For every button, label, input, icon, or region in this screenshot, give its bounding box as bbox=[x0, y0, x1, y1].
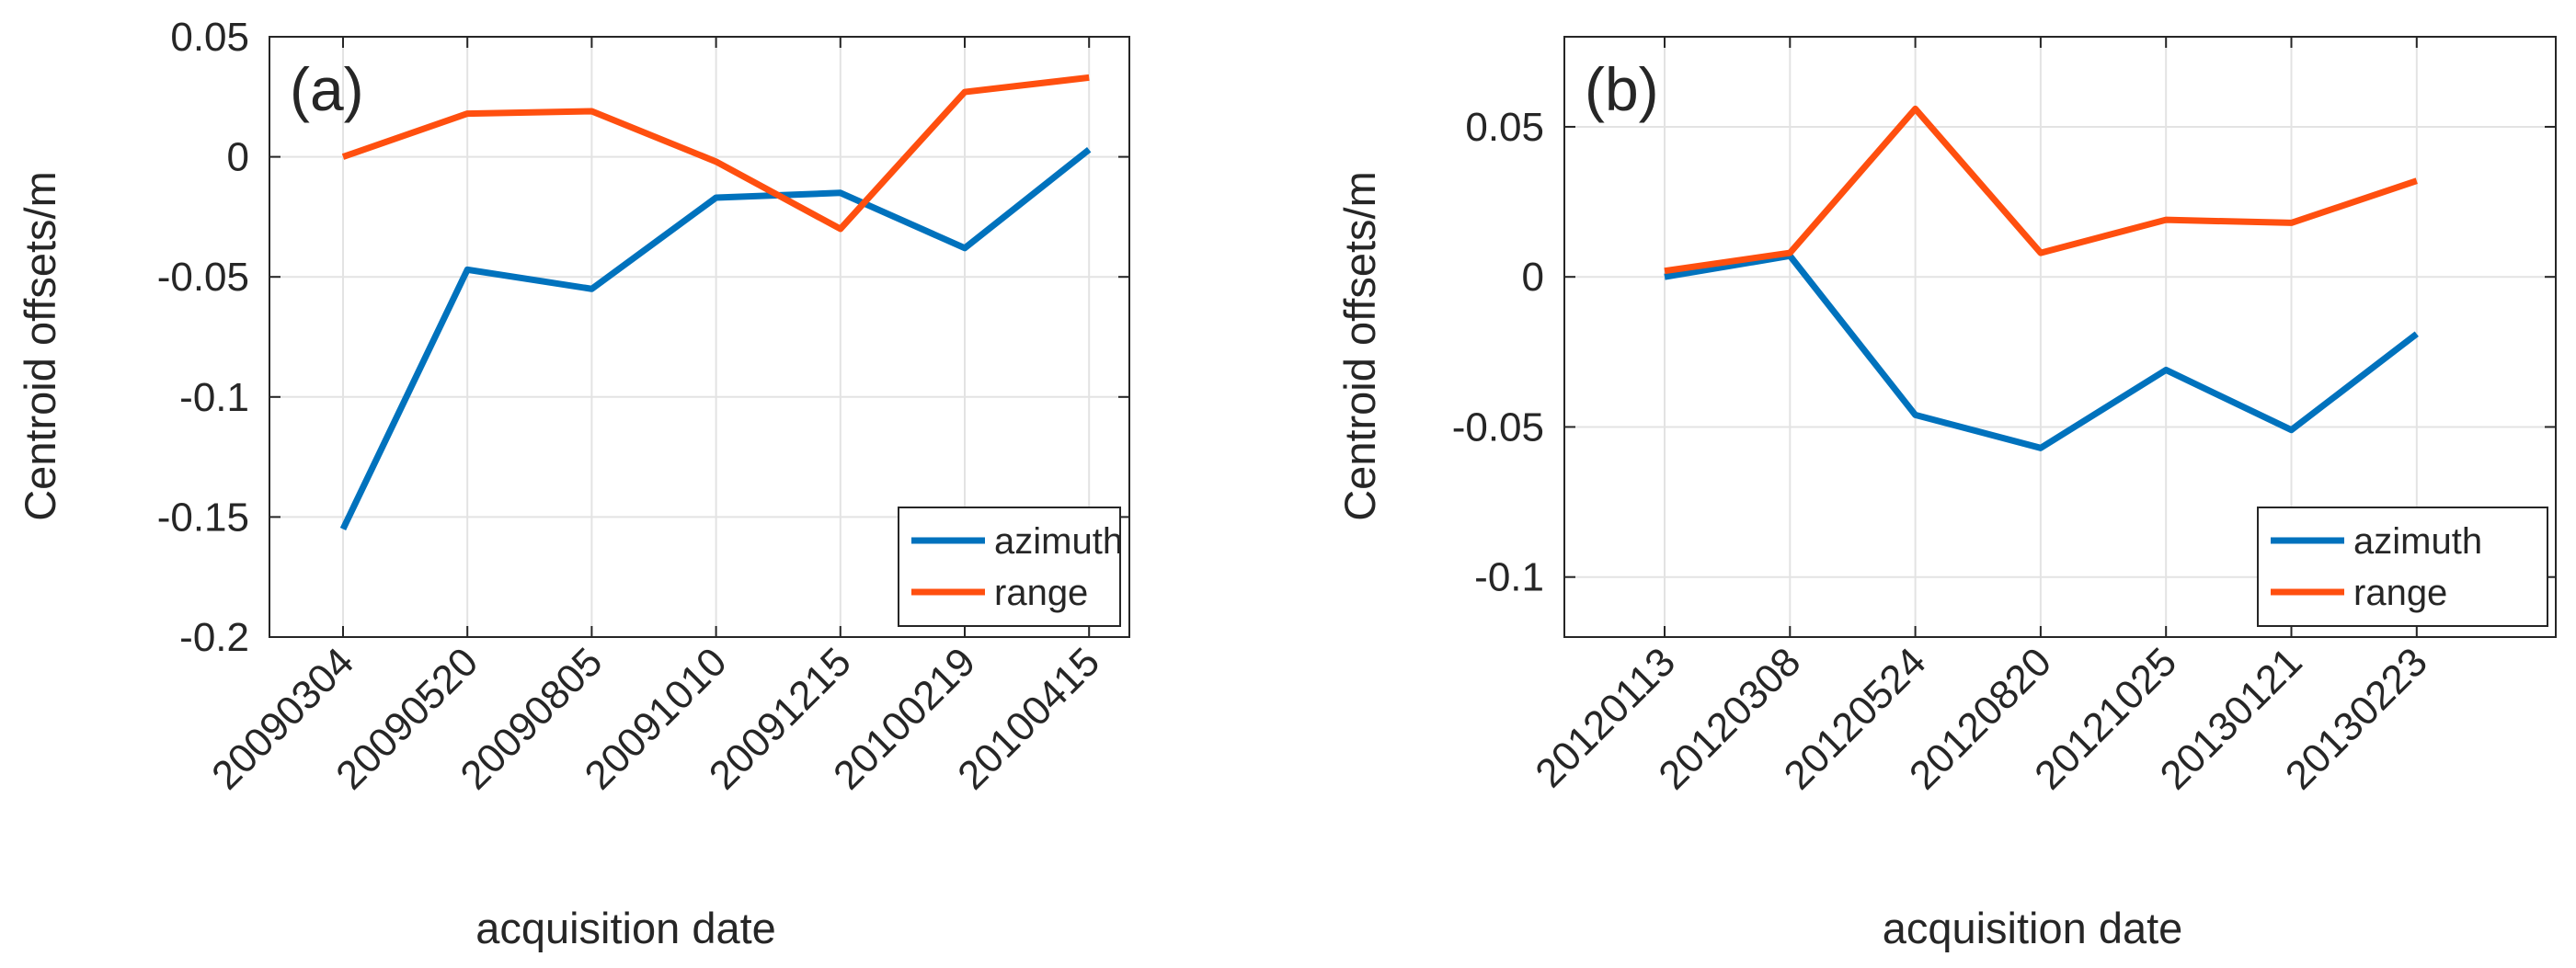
y-tick-label: 0.05 bbox=[170, 15, 249, 60]
legend-box bbox=[2257, 507, 2548, 627]
axes-box bbox=[269, 36, 1130, 638]
series-line-azimuth bbox=[339, 147, 1092, 530]
y-tick-label: 0 bbox=[1522, 255, 1544, 300]
legend-box bbox=[898, 507, 1121, 627]
x-axis-label: acquisition date bbox=[475, 904, 776, 952]
chart-panel-1: -0.2-0.15-0.1-0.0500.0520090304200905202… bbox=[16, 15, 1130, 952]
y-tick-label: 0.05 bbox=[1465, 105, 1544, 150]
panel-label: (a) bbox=[290, 55, 364, 123]
y-tick-label: 0 bbox=[227, 135, 249, 180]
legend-label-azimuth: azimuth bbox=[2353, 521, 2482, 562]
y-axis-label: Centroid offsets/m bbox=[16, 171, 64, 521]
legend-label-range: range bbox=[2353, 573, 2447, 613]
legend: azimuth range bbox=[2257, 507, 2548, 627]
y-tick-label: -0.05 bbox=[1452, 404, 1544, 450]
y-tick-label: -0.1 bbox=[179, 375, 249, 420]
panel-label: (b) bbox=[1585, 55, 1659, 123]
y-tick-label: -0.05 bbox=[157, 255, 249, 300]
legend-label-range: range bbox=[994, 573, 1088, 613]
y-tick-label: -0.2 bbox=[179, 615, 249, 660]
chart-panel-2: -0.1-0.0500.0520120113201203082012052420… bbox=[1335, 36, 2557, 952]
series-line-range bbox=[341, 74, 1090, 233]
series-line-range bbox=[1664, 105, 2418, 275]
axes-box bbox=[1563, 36, 2557, 638]
legend-label-azimuth: azimuth bbox=[994, 521, 1123, 562]
legend: azimuth range bbox=[898, 507, 1123, 627]
y-axis-label: Centroid offsets/m bbox=[1335, 171, 1384, 521]
y-tick-label: -0.15 bbox=[157, 495, 249, 540]
y-tick-label: -0.1 bbox=[1474, 555, 1544, 600]
x-axis-label: acquisition date bbox=[1883, 904, 2183, 952]
